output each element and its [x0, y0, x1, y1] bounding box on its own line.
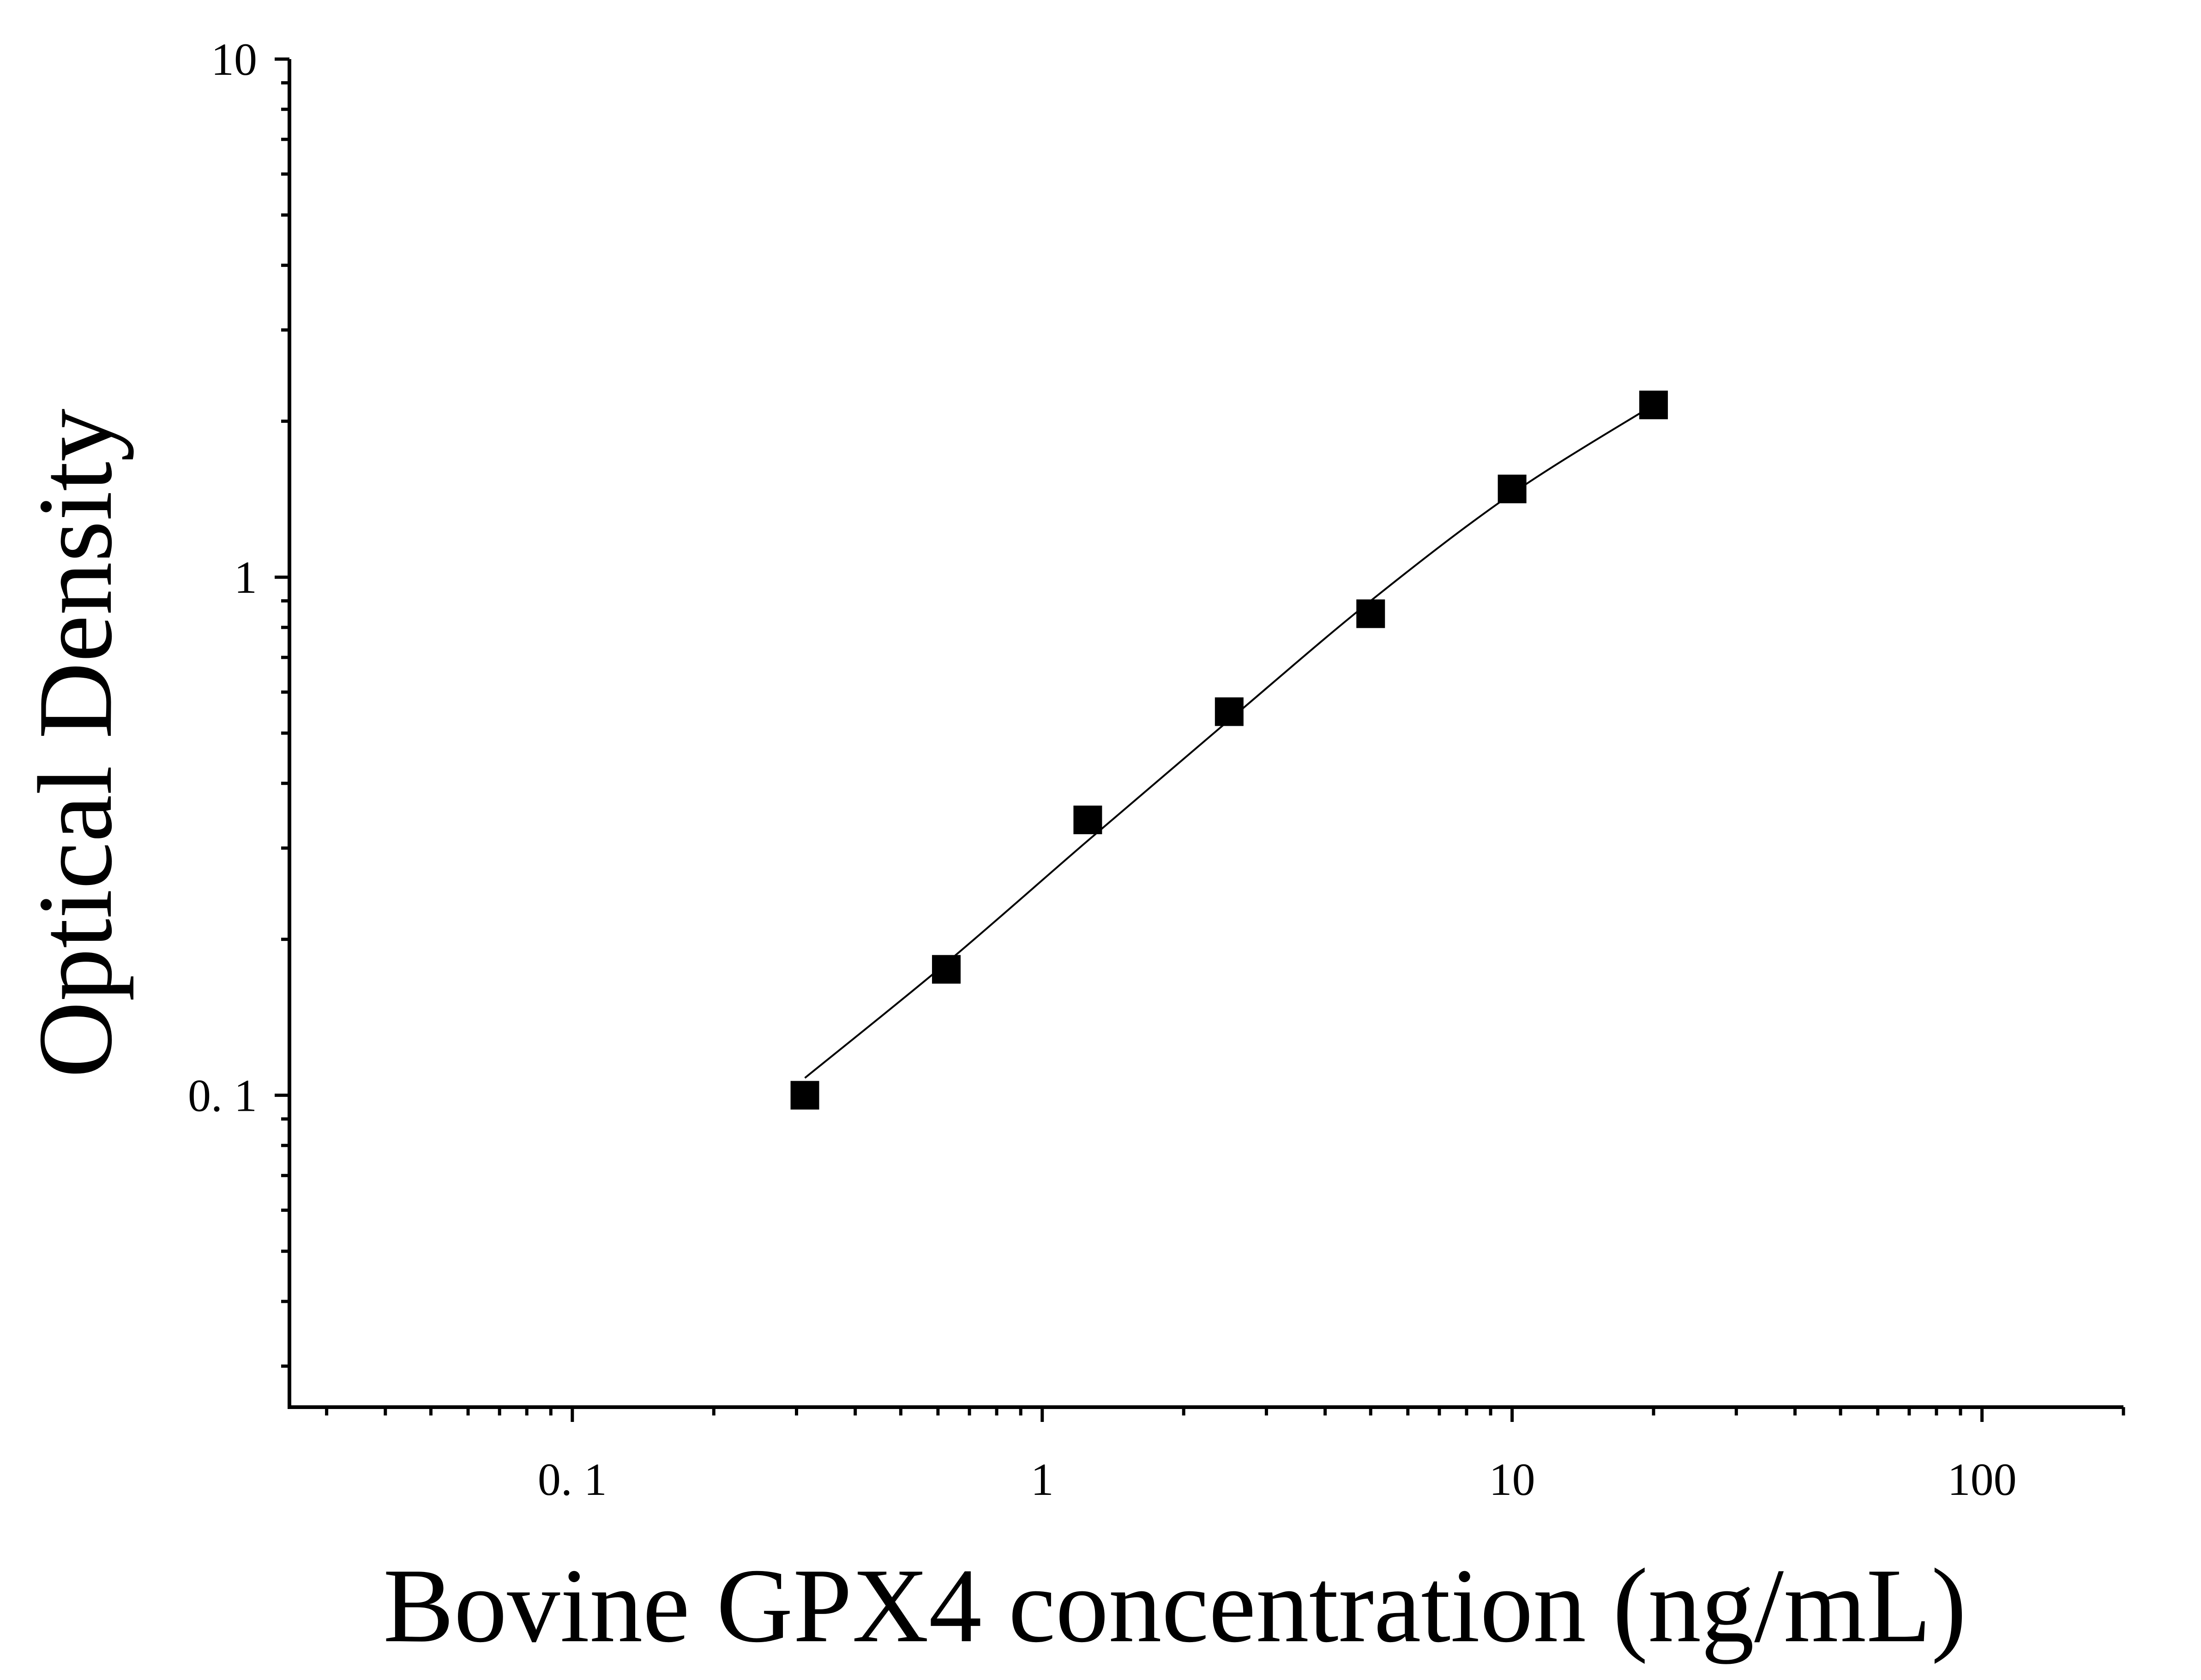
y-tick-label: 0. 1 — [188, 1070, 257, 1121]
y-axis-title: Optical Density — [16, 409, 134, 1078]
y-axis-ticks: 0. 1 1 10 — [188, 34, 289, 1368]
data-point — [1215, 697, 1244, 726]
x-tick-label: 1 — [1031, 1454, 1054, 1505]
x-axis-title: Bovine GPX4 concentration (ng/mL) — [383, 1547, 1966, 1664]
x-tick-label: 100 — [1948, 1454, 2017, 1505]
data-point — [1073, 805, 1102, 834]
data-points-layer — [790, 391, 1668, 1110]
x-tick-label: 0. 1 — [538, 1454, 607, 1505]
x-tick-label: 10 — [1489, 1454, 1535, 1505]
data-point — [1639, 391, 1668, 420]
x-axis-ticks: 0. 1 1 10 100 — [325, 1407, 2125, 1505]
y-tick-label: 1 — [234, 552, 257, 603]
data-point — [932, 955, 961, 984]
data-point — [1356, 599, 1385, 628]
axes: 0. 1 1 10 100 0. 1 1 10 — [188, 34, 2125, 1505]
data-point — [790, 1081, 819, 1110]
y-tick-label: 10 — [211, 34, 257, 85]
data-point — [1497, 475, 1527, 504]
